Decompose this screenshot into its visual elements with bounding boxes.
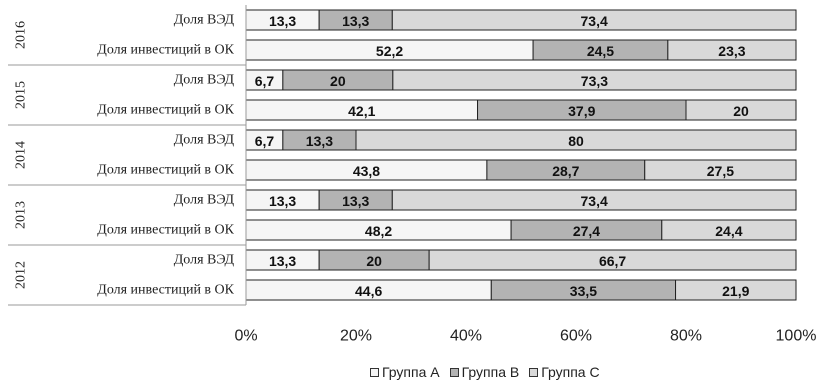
- bar-segment-3: [391, 9, 797, 31]
- year-label: 2016: [14, 21, 29, 49]
- data-label: 24,4: [715, 223, 742, 239]
- x-tick-label: 60%: [560, 328, 592, 345]
- legend-label-group-b: Группа В: [461, 364, 520, 380]
- bar-segment-3: [392, 69, 797, 91]
- data-label: 73,4: [581, 13, 608, 29]
- bar-segment-3: [661, 219, 797, 241]
- data-label: 6,7: [255, 133, 275, 149]
- row-label: Доля ВЭД: [174, 13, 235, 28]
- x-tick-label: 100%: [776, 328, 817, 345]
- row-label: Доля инвестиций в ОК: [97, 223, 234, 238]
- row-label: Доля инвестиций в ОК: [97, 163, 234, 178]
- legend-label-group-c: Группа С: [541, 364, 600, 380]
- data-label: 21,9: [722, 283, 749, 299]
- x-tick-label: 80%: [670, 328, 702, 345]
- data-label: 52,2: [376, 43, 403, 59]
- data-label: 13,3: [306, 133, 333, 149]
- year-label: 2014: [14, 141, 29, 169]
- bar-segment-3: [685, 99, 797, 121]
- data-label: 33,5: [570, 283, 597, 299]
- year-label: 2012: [14, 261, 29, 289]
- data-label: 80: [568, 133, 584, 149]
- data-label: 43,8: [353, 163, 380, 179]
- x-tick-label: 20%: [340, 328, 372, 345]
- bar-segment-3: [667, 39, 797, 61]
- data-label: 37,9: [568, 103, 595, 119]
- legend-swatch-group-b: [449, 367, 459, 377]
- bar-segment-3: [428, 249, 797, 271]
- legend-swatch-group-c: [529, 367, 539, 377]
- bar-segment-3: [644, 159, 797, 181]
- data-label: 13,3: [269, 193, 296, 209]
- year-label: 2013: [14, 201, 29, 229]
- bar-segment-3: [391, 189, 797, 211]
- bar-segment-3: [355, 129, 797, 151]
- year-label: 2015: [14, 81, 29, 109]
- data-label: 23,3: [718, 43, 745, 59]
- legend-item-group-c: Группа С: [529, 364, 600, 380]
- data-label: 28,7: [552, 163, 579, 179]
- row-label: Доля инвестиций в ОК: [97, 103, 234, 118]
- legend-label-group-a: Группа А: [382, 364, 440, 380]
- data-label: 27,4: [573, 223, 600, 239]
- row-label: Доля ВЭД: [174, 193, 235, 208]
- x-tick-label: 40%: [450, 328, 482, 345]
- legend-item-group-a: Группа А: [370, 364, 440, 380]
- data-label: 13,3: [269, 13, 296, 29]
- row-label: Доля ВЭД: [174, 253, 235, 268]
- data-label: 20: [330, 73, 346, 89]
- data-label: 48,2: [365, 223, 392, 239]
- data-label: 73,3: [581, 73, 608, 89]
- data-label: 13,3: [342, 13, 369, 29]
- data-label: 20: [733, 103, 749, 119]
- row-label: Доля ВЭД: [174, 73, 235, 88]
- data-label: 24,5: [587, 43, 614, 59]
- chart-legend: Группа А Группа В Группа С: [370, 363, 600, 381]
- data-label: 20: [366, 253, 382, 269]
- x-tick-label: 0%: [234, 328, 257, 345]
- row-label: Доля инвестиций в ОК: [97, 43, 234, 58]
- row-label: Доля инвестиций в ОК: [97, 283, 234, 298]
- data-label: 44,6: [355, 283, 382, 299]
- data-label: 66,7: [599, 253, 626, 269]
- data-label: 6,7: [255, 73, 275, 89]
- legend-swatch-group-a: [370, 367, 379, 377]
- data-label: 73,4: [581, 193, 608, 209]
- data-label: 27,5: [707, 163, 734, 179]
- legend-item-group-b: Группа В: [449, 364, 520, 380]
- data-label: 13,3: [342, 193, 369, 209]
- data-label: 13,3: [269, 253, 296, 269]
- data-label: 42,1: [348, 103, 375, 119]
- row-label: Доля ВЭД: [174, 133, 235, 148]
- bar-segment-3: [675, 279, 797, 301]
